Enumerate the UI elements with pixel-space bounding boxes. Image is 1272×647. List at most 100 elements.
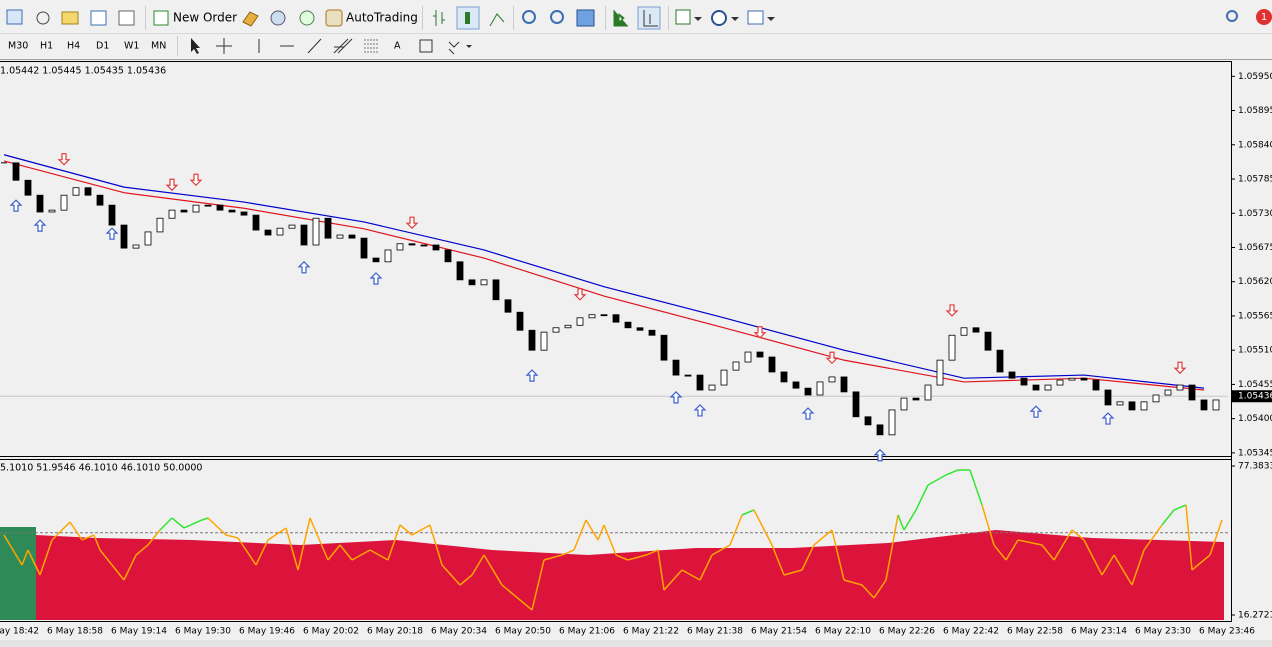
candle xyxy=(708,384,716,391)
candle xyxy=(660,334,668,361)
icon-folder[interactable] xyxy=(61,11,79,25)
candle xyxy=(900,397,908,411)
x-tick-label: 6 May 20:02 xyxy=(303,627,359,637)
candle xyxy=(960,327,968,336)
icon-profiles[interactable] xyxy=(36,11,50,25)
candle xyxy=(972,327,980,333)
x-tick-label: 6 May 18:58 xyxy=(47,627,103,637)
y-tick-label: 1.05730 xyxy=(1238,209,1272,219)
toolbar-bg xyxy=(0,0,1272,60)
new-order-button[interactable]: New Order xyxy=(173,11,237,25)
buy-arrow xyxy=(525,369,539,382)
indicator-line xyxy=(147,529,161,546)
icon-experts[interactable] xyxy=(242,11,259,27)
indicator-line xyxy=(471,554,485,576)
x-tick-label: 6 May 19:30 xyxy=(175,627,231,637)
icon-signals[interactable] xyxy=(270,10,286,26)
indicator-line xyxy=(873,579,887,599)
y-tick-label: 1.05950 xyxy=(1238,72,1272,82)
x-tick-label: 6 May 23:14 xyxy=(1071,627,1127,637)
candle xyxy=(24,179,32,196)
timeframe-button[interactable]: M30 xyxy=(8,41,28,52)
icon-search[interactable] xyxy=(1226,10,1238,22)
indicator-line xyxy=(903,509,917,531)
timeframe-button[interactable]: W1 xyxy=(124,41,139,52)
indicator-line xyxy=(3,534,11,546)
icon-periods[interactable] xyxy=(711,10,727,26)
timeframe-button[interactable]: H4 xyxy=(67,41,80,52)
candle xyxy=(1188,384,1196,401)
x-tick-label: 6 May 20:18 xyxy=(367,627,423,637)
candle xyxy=(312,217,320,246)
x-tick-label: 6 May 21:54 xyxy=(751,627,807,637)
timeframe-button[interactable]: H1 xyxy=(40,41,53,52)
candle xyxy=(876,424,884,436)
indicator-line xyxy=(927,474,947,486)
icon-templates[interactable] xyxy=(747,10,764,25)
timeframe-button[interactable]: D1 xyxy=(96,41,109,52)
candle xyxy=(1092,379,1100,391)
icon-market[interactable] xyxy=(299,10,315,26)
indicator-line xyxy=(99,549,113,566)
indicator-line xyxy=(387,524,401,561)
alert-badge[interactable]: 1 xyxy=(1261,12,1267,23)
alert-badge-bg[interactable] xyxy=(1256,9,1272,25)
icon-autoscroll[interactable] xyxy=(613,10,628,27)
candle xyxy=(732,361,740,371)
buy-arrow xyxy=(801,407,815,420)
candle xyxy=(456,261,464,281)
candle xyxy=(1080,377,1088,381)
candle xyxy=(948,334,956,361)
icon-navigator[interactable] xyxy=(90,10,107,26)
candle xyxy=(756,351,764,358)
dropdown-arrow[interactable] xyxy=(731,17,739,21)
candle xyxy=(672,359,680,376)
buy-arrow xyxy=(9,199,23,212)
icon-indicators[interactable] xyxy=(675,9,691,25)
candle xyxy=(1056,379,1064,386)
icon-channel[interactable] xyxy=(333,38,353,54)
icon-new-order[interactable] xyxy=(153,10,169,26)
candle xyxy=(288,224,296,229)
icon-autotrading[interactable] xyxy=(325,9,343,27)
icon-fibo[interactable] xyxy=(364,39,378,53)
candle xyxy=(108,204,116,226)
tab-bar xyxy=(0,640,1272,647)
icon-arrows[interactable] xyxy=(448,41,460,55)
dropdown-arrow[interactable] xyxy=(694,17,702,21)
icon-bar-chart[interactable] xyxy=(433,10,445,26)
text-tool[interactable]: A xyxy=(394,41,401,52)
icon-line-chart[interactable] xyxy=(489,13,505,27)
icon-zoom-out[interactable] xyxy=(550,10,564,24)
icon-tester[interactable] xyxy=(118,10,135,26)
icon-tile[interactable] xyxy=(576,9,595,27)
autotrading-button[interactable]: AutoTrading xyxy=(346,11,418,25)
icon-crosshair[interactable] xyxy=(216,38,232,54)
candle xyxy=(828,376,836,383)
indicator-line xyxy=(1041,544,1055,561)
candle xyxy=(276,227,284,236)
indicator-line xyxy=(183,519,203,529)
icon-label[interactable] xyxy=(419,39,433,53)
candle xyxy=(864,416,872,426)
timeframe-button[interactable]: MN xyxy=(151,41,166,52)
indicator-line xyxy=(771,544,785,576)
indicator-line xyxy=(699,554,713,581)
icon-new-chart[interactable] xyxy=(6,9,23,25)
icon-cursor[interactable] xyxy=(191,38,200,54)
indicator-line xyxy=(1173,504,1187,511)
candle xyxy=(144,231,152,246)
indicator-line xyxy=(237,537,257,566)
indicator-line xyxy=(861,584,875,599)
toolbar-icons: New Order AutoTrading 1 xyxy=(6,6,1272,30)
dropdown-arrow[interactable] xyxy=(767,17,775,21)
candle xyxy=(156,217,164,233)
candle xyxy=(504,299,512,313)
y-tick-label: 1.05400 xyxy=(1238,414,1272,424)
candle xyxy=(132,244,140,249)
icon-zoom-in[interactable] xyxy=(522,10,536,24)
candle xyxy=(600,314,608,317)
dropdown-arrow[interactable] xyxy=(466,45,472,48)
icon-trendline[interactable] xyxy=(307,38,322,54)
indicator-line xyxy=(915,484,929,511)
